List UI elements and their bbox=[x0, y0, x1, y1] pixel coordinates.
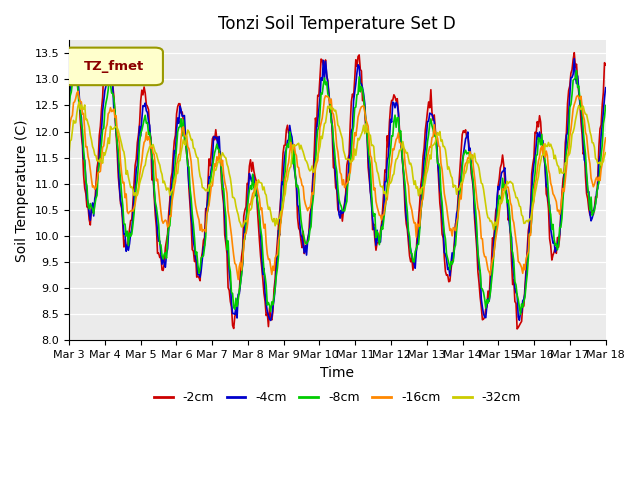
-4cm bbox=[232, 305, 240, 311]
-2cm bbox=[392, 98, 400, 104]
-4cm bbox=[570, 56, 578, 61]
-4cm bbox=[554, 241, 561, 247]
-32cm bbox=[76, 99, 83, 105]
-8cm bbox=[573, 68, 580, 73]
-32cm bbox=[292, 142, 300, 148]
-16cm bbox=[602, 135, 609, 141]
-4cm bbox=[267, 318, 275, 324]
-8cm bbox=[460, 153, 467, 159]
-32cm bbox=[233, 208, 241, 214]
-16cm bbox=[233, 269, 241, 275]
-32cm bbox=[392, 156, 400, 162]
-8cm bbox=[602, 103, 609, 108]
Line: -32cm: -32cm bbox=[69, 102, 605, 229]
Y-axis label: Soil Temperature (C): Soil Temperature (C) bbox=[15, 119, 29, 262]
-32cm bbox=[555, 164, 563, 169]
-32cm bbox=[65, 151, 73, 156]
-2cm bbox=[367, 189, 374, 194]
-16cm bbox=[367, 155, 375, 161]
-2cm bbox=[68, 47, 76, 52]
-4cm bbox=[602, 85, 609, 91]
-16cm bbox=[555, 207, 563, 213]
-4cm bbox=[367, 188, 374, 194]
-8cm bbox=[232, 295, 240, 301]
-16cm bbox=[394, 135, 401, 141]
-8cm bbox=[516, 312, 524, 317]
-8cm bbox=[391, 112, 399, 118]
-4cm bbox=[292, 180, 300, 186]
-16cm bbox=[234, 276, 242, 282]
-16cm bbox=[65, 132, 73, 137]
-8cm bbox=[365, 155, 373, 160]
-2cm bbox=[65, 73, 73, 79]
-4cm bbox=[65, 94, 73, 100]
X-axis label: Time: Time bbox=[321, 366, 355, 380]
Text: TZ_fmet: TZ_fmet bbox=[83, 60, 144, 73]
Legend: -2cm, -4cm, -8cm, -16cm, -32cm: -2cm, -4cm, -8cm, -16cm, -32cm bbox=[148, 386, 526, 409]
Line: -2cm: -2cm bbox=[69, 49, 605, 329]
-8cm bbox=[554, 247, 561, 252]
FancyBboxPatch shape bbox=[63, 48, 163, 85]
-32cm bbox=[490, 227, 497, 232]
-2cm bbox=[555, 244, 563, 250]
Line: -4cm: -4cm bbox=[69, 59, 605, 321]
-8cm bbox=[291, 172, 299, 178]
-32cm bbox=[602, 150, 609, 156]
-2cm bbox=[602, 62, 609, 68]
-2cm bbox=[461, 130, 468, 135]
Title: Tonzi Soil Temperature Set D: Tonzi Soil Temperature Set D bbox=[218, 15, 456, 33]
-4cm bbox=[392, 100, 400, 106]
-2cm bbox=[292, 186, 300, 192]
Line: -16cm: -16cm bbox=[69, 91, 605, 279]
-4cm bbox=[461, 144, 468, 149]
-32cm bbox=[367, 132, 374, 138]
-32cm bbox=[461, 171, 468, 177]
-2cm bbox=[233, 304, 241, 310]
-16cm bbox=[74, 88, 82, 94]
-8cm bbox=[65, 108, 73, 113]
-2cm bbox=[513, 326, 521, 332]
-16cm bbox=[461, 160, 469, 166]
Line: -8cm: -8cm bbox=[69, 71, 605, 314]
-16cm bbox=[294, 164, 301, 169]
